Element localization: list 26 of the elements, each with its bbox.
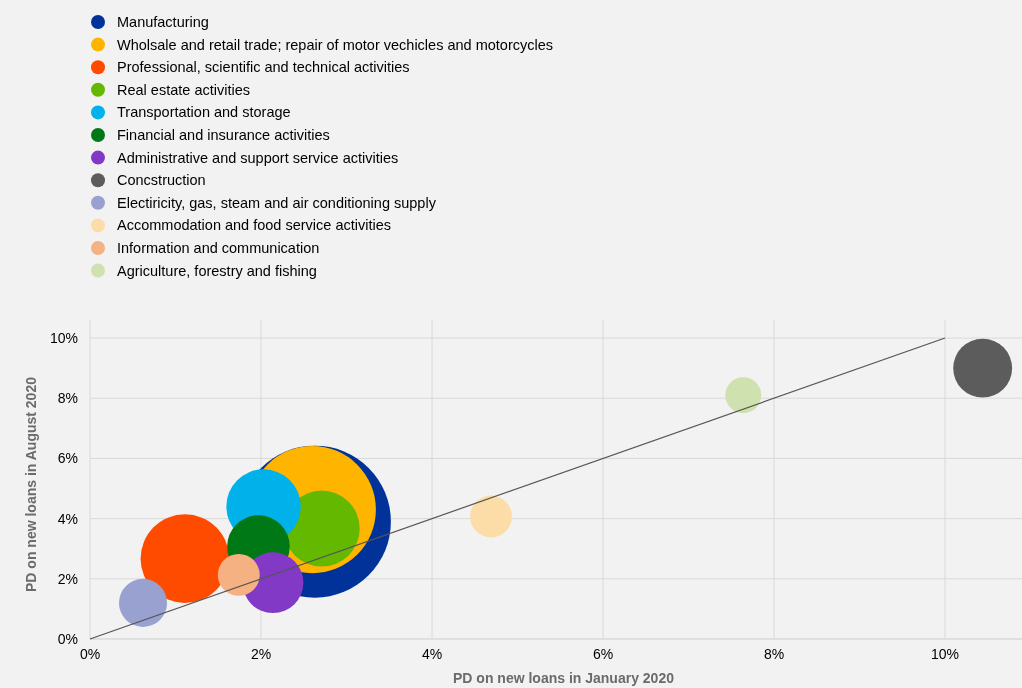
x-tick-label: 10% <box>931 646 960 662</box>
x-tick-label: 0% <box>79 646 101 662</box>
x-tick-label: 8% <box>763 646 785 662</box>
legend-label: Financial and insurance activities <box>117 127 330 143</box>
x-tick-label: 6% <box>592 646 614 662</box>
legend-label: Professional, scientific and technical activities <box>117 59 410 76</box>
y-tick-label: 6% <box>57 450 78 467</box>
legend-label: Administrative and support service activities <box>117 149 399 166</box>
legend-label: Electiricity, gas, steam and air conditioning supply <box>117 194 437 211</box>
y-axis-title: PD on new loans in August 2020 <box>23 376 39 592</box>
x-tick-label: 4% <box>421 646 443 662</box>
legend-label: Manufacturing <box>117 14 209 30</box>
y-tick-label: 10% <box>49 330 78 347</box>
y-tick-label: 8% <box>57 390 78 407</box>
legend-label: Wholsale and retail trade; repair of motor vechicles and motorcycles <box>117 36 553 53</box>
y-tick-label: 2% <box>57 570 78 587</box>
legend-label: Information and communication <box>117 240 320 256</box>
y-tick-label: 4% <box>57 510 78 527</box>
legend-label: Transportation and storage <box>117 104 291 121</box>
legend-label: Agriculture, forestry and fishing <box>117 262 317 279</box>
y-tick-label: 0% <box>57 631 78 647</box>
legend-label: Concstruction <box>117 172 206 189</box>
x-tick-label: 2% <box>250 646 272 662</box>
legend-label: Real estate activities <box>117 81 250 98</box>
legend-label: Accommodation and food service activities <box>117 217 392 234</box>
x-axis-title: PD on new loans in January 2020 <box>453 670 675 686</box>
